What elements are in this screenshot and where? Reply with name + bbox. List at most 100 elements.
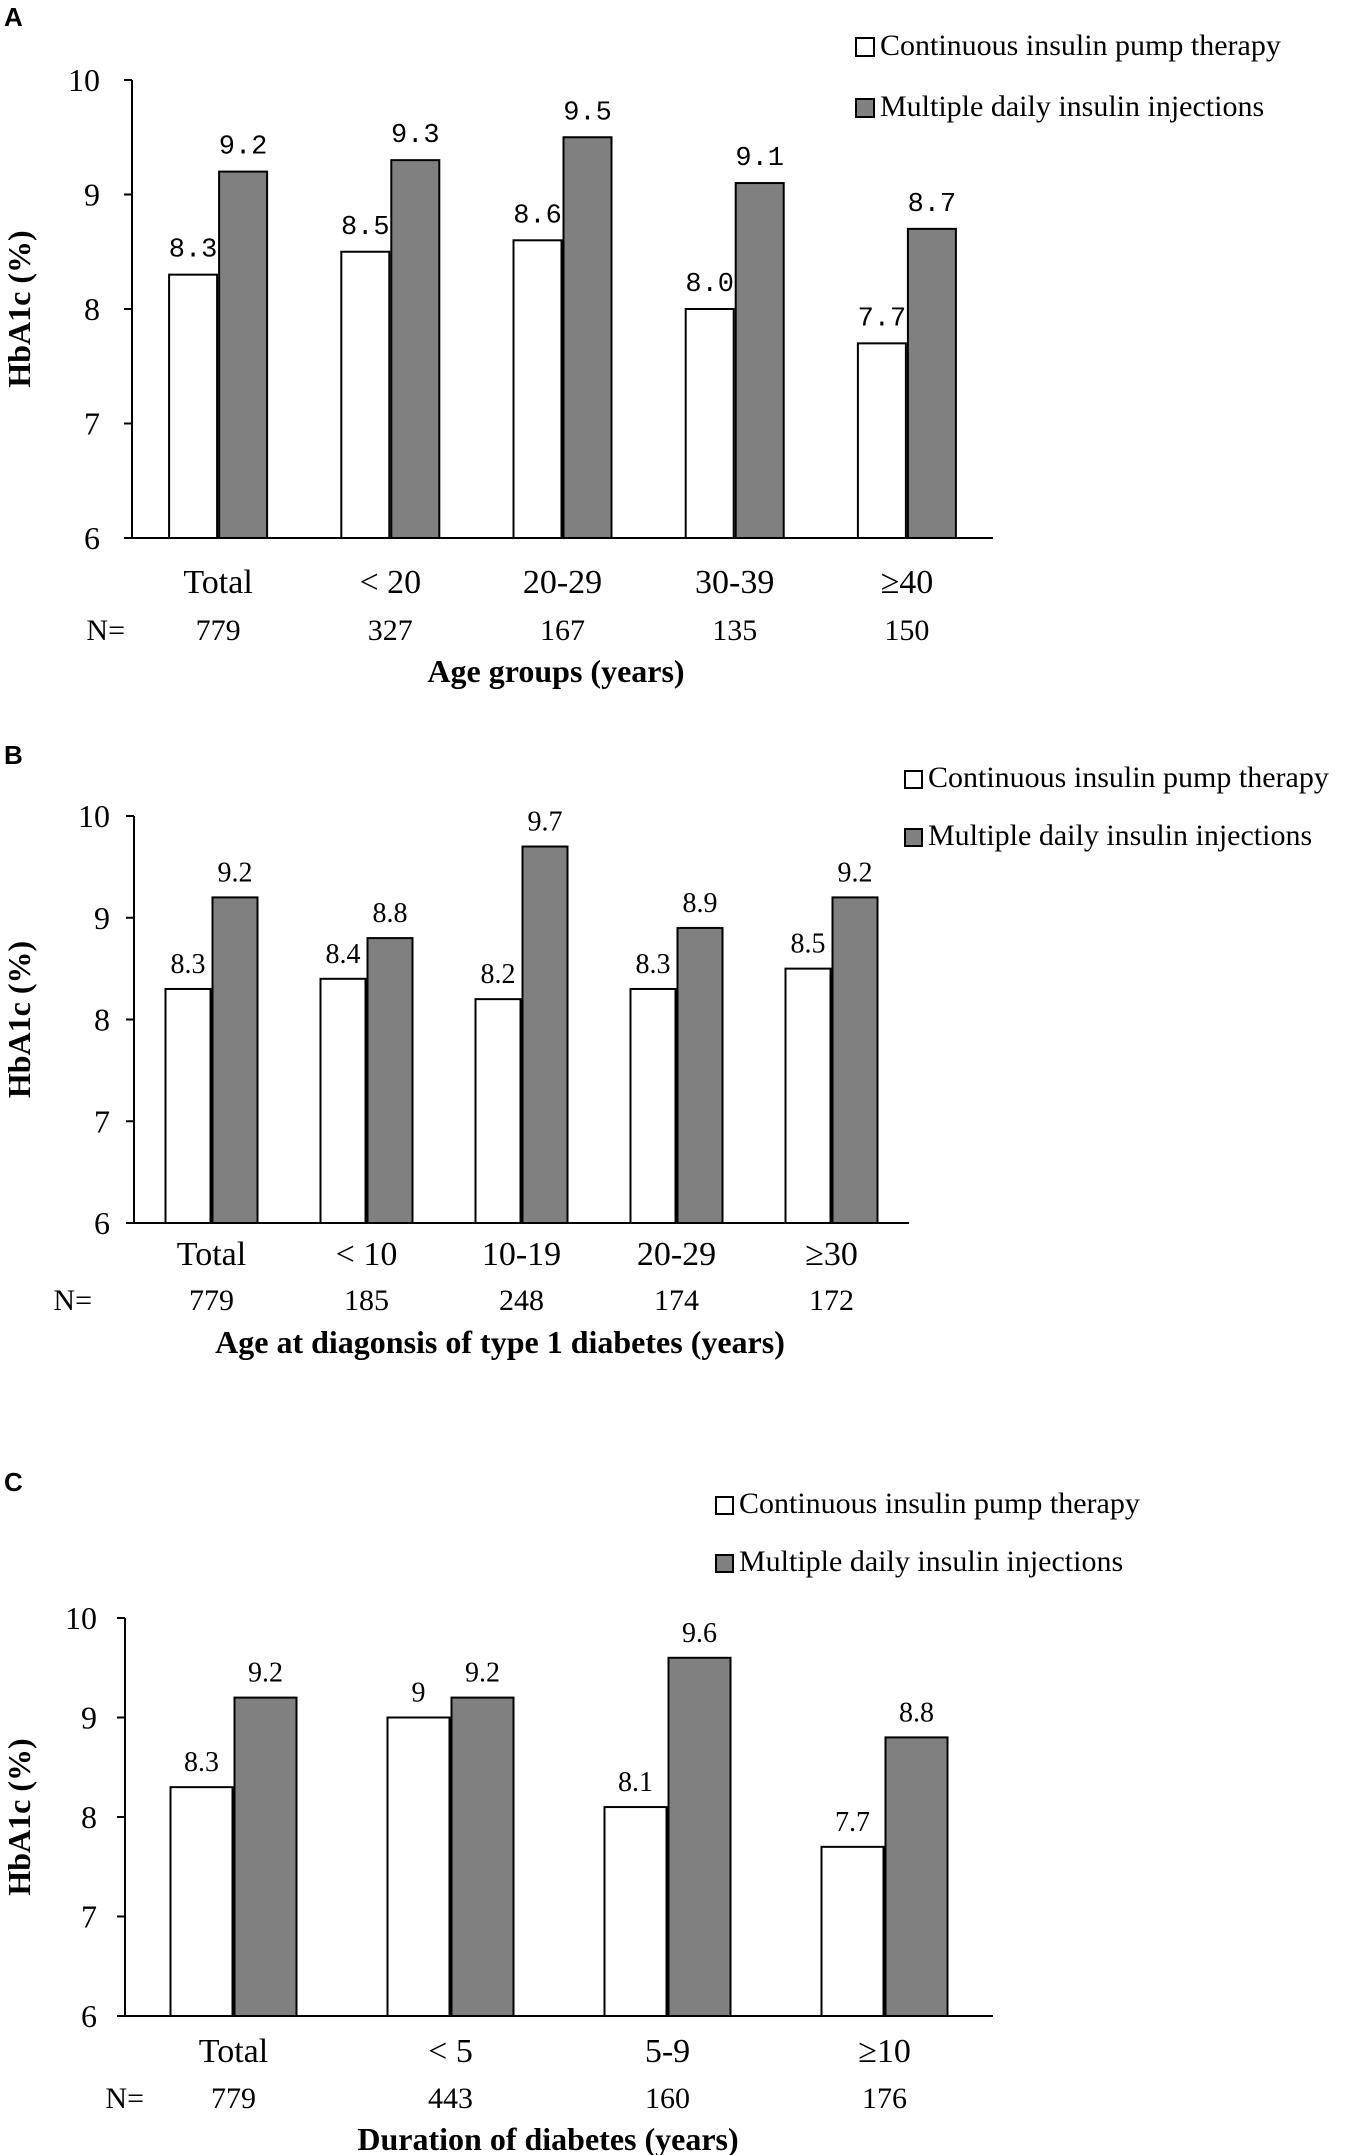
- y-axis-label: HbA1c (%): [1, 1738, 37, 1895]
- legend-swatch-mdi: [904, 828, 923, 847]
- legend-swatch-mdi: [715, 1554, 734, 1573]
- mdi-value-label-2: 9.6: [682, 1618, 717, 1649]
- y-tick-label: 10: [68, 62, 100, 98]
- cipt-value-label-2: 8.2: [481, 959, 516, 990]
- mdi-bar-3: [676, 926, 724, 1224]
- category-label: 10-19: [482, 1236, 561, 1273]
- panel-letter: C: [4, 1467, 23, 1497]
- cipt-bar-1: [386, 1716, 451, 2017]
- n-prefix: N=: [105, 2082, 144, 2115]
- mdi-value-label-4: 8.7: [908, 190, 957, 220]
- legend-swatch-cipt: [904, 770, 923, 789]
- cipt-value-label-1: 9: [412, 1678, 426, 1709]
- cipt-value-label-4: 8.5: [791, 929, 826, 960]
- y-tick-label: 7: [81, 1899, 97, 1935]
- category-label: < 5: [428, 2033, 473, 2070]
- n-value: 779: [196, 614, 241, 647]
- cipt-bar-0: [169, 1786, 234, 2018]
- mdi-value-label-2: 9.5: [563, 98, 612, 128]
- legend: Continuous insulin pump therapy Multiple …: [715, 1487, 1140, 1578]
- y-axis-label: HbA1c (%): [1, 230, 37, 387]
- y-axis-label: HbA1c (%): [1, 941, 37, 1098]
- mdi-value-label-1: 8.8: [373, 898, 408, 929]
- legend: Continuous insulin pump therapy Multiple …: [855, 29, 1281, 123]
- n-value: 176: [862, 2082, 907, 2115]
- mdi-bar-2: [521, 845, 569, 1225]
- y-tick-label: 6: [94, 1205, 110, 1241]
- mdi-value-label-0: 9.2: [219, 133, 268, 163]
- category-label: 5-9: [645, 2033, 690, 2070]
- n-value: 779: [189, 1284, 234, 1317]
- mdi-value-label-0: 9.2: [218, 857, 253, 888]
- cipt-value-label-1: 8.4: [326, 939, 361, 970]
- category-label: Total: [199, 2033, 268, 2070]
- n-value: 327: [368, 614, 413, 647]
- mdi-value-label-2: 9.7: [528, 807, 563, 838]
- category-label: ≥30: [805, 1236, 858, 1273]
- category-label: Total: [177, 1236, 246, 1273]
- category-label: Total: [183, 564, 252, 601]
- mdi-bar-3: [884, 1736, 949, 2018]
- x-axis-label: Age groups (years): [427, 653, 684, 689]
- cipt-bar-3: [820, 1845, 885, 2017]
- chart-panel-c: C 6 7 8 9 10 HbA1c (%) 8.3 9.2 Total 779 9 9.2 < 5 443…: [1, 1467, 1140, 2155]
- mdi-bar-1: [390, 159, 441, 539]
- mdi-bar-2: [667, 1656, 732, 2018]
- n-value: 135: [712, 614, 757, 647]
- mdi-value-label-1: 9.3: [391, 121, 440, 151]
- mdi-bar-2: [562, 136, 613, 539]
- cipt-value-label-3: 7.7: [835, 1807, 870, 1838]
- y-tick-label: 6: [84, 520, 100, 556]
- cipt-bar-1: [319, 977, 367, 1224]
- n-value: 167: [540, 614, 585, 647]
- y-tick-label: 9: [94, 900, 110, 936]
- y-tick-label: 10: [65, 1600, 97, 1636]
- cipt-bar-1: [340, 250, 391, 539]
- legend-label-mdi: Multiple daily insulin injections: [880, 90, 1264, 123]
- mdi-value-label-3: 9.1: [735, 144, 784, 174]
- y-tick-label: 8: [94, 1002, 110, 1038]
- legend-label-mdi: Multiple daily insulin injections: [739, 1545, 1123, 1578]
- cipt-bar-3: [629, 987, 677, 1224]
- category-label: ≥10: [858, 2033, 911, 2070]
- panel-letter: B: [4, 740, 23, 770]
- n-prefix: N=: [86, 614, 125, 647]
- n-value: 160: [645, 2082, 690, 2115]
- n-prefix: N=: [53, 1284, 92, 1317]
- chart-panel-b: B 6 7 8 9 10 HbA1c (%) 8.3 9.2 Total 779 8.4 8.8 < 10…: [1, 740, 1329, 1360]
- legend-swatch-mdi: [855, 98, 875, 118]
- cipt-bar-3: [684, 308, 735, 539]
- legend-swatch-cipt: [715, 1496, 734, 1515]
- n-value: 779: [211, 2082, 256, 2115]
- cipt-value-label-4: 7.7: [858, 304, 907, 334]
- mdi-value-label-0: 9.2: [248, 1658, 283, 1689]
- x-axis-label: Duration of diabetes (years): [357, 2121, 738, 2155]
- y-tick-label: 8: [81, 1799, 97, 1835]
- chart-panel-a: A 6 7 8 9 10 HbA1c (%) 8.3 9.2 Total 779 8.5 9.3 < 20…: [1, 2, 1281, 689]
- mdi-value-label-1: 9.2: [465, 1658, 500, 1689]
- mdi-bar-4: [831, 896, 879, 1225]
- category-label: 30-39: [695, 564, 774, 601]
- cipt-value-label-0: 8.3: [169, 236, 218, 266]
- category-label: 20-29: [637, 1236, 716, 1273]
- cipt-bar-2: [474, 998, 522, 1225]
- n-value: 150: [884, 614, 929, 647]
- cipt-value-label-0: 8.3: [184, 1747, 219, 1778]
- y-tick-label: 10: [78, 798, 110, 834]
- mdi-bar-4: [906, 227, 957, 539]
- category-label: < 10: [336, 1236, 398, 1273]
- mdi-bar-0: [218, 170, 269, 539]
- mdi-bar-1: [450, 1696, 515, 2017]
- mdi-value-label-3: 8.8: [899, 1697, 934, 1728]
- y-tick-label: 9: [81, 1700, 97, 1736]
- y-tick-label: 9: [84, 177, 100, 213]
- mdi-bar-1: [366, 937, 414, 1224]
- y-tick-label: 6: [81, 1998, 97, 2034]
- cipt-value-label-1: 8.5: [341, 213, 390, 243]
- n-value: 185: [344, 1284, 389, 1317]
- panel-letter: A: [4, 2, 23, 32]
- n-value: 248: [499, 1284, 544, 1317]
- n-value: 443: [428, 2082, 473, 2115]
- category-label: ≥40: [881, 564, 934, 601]
